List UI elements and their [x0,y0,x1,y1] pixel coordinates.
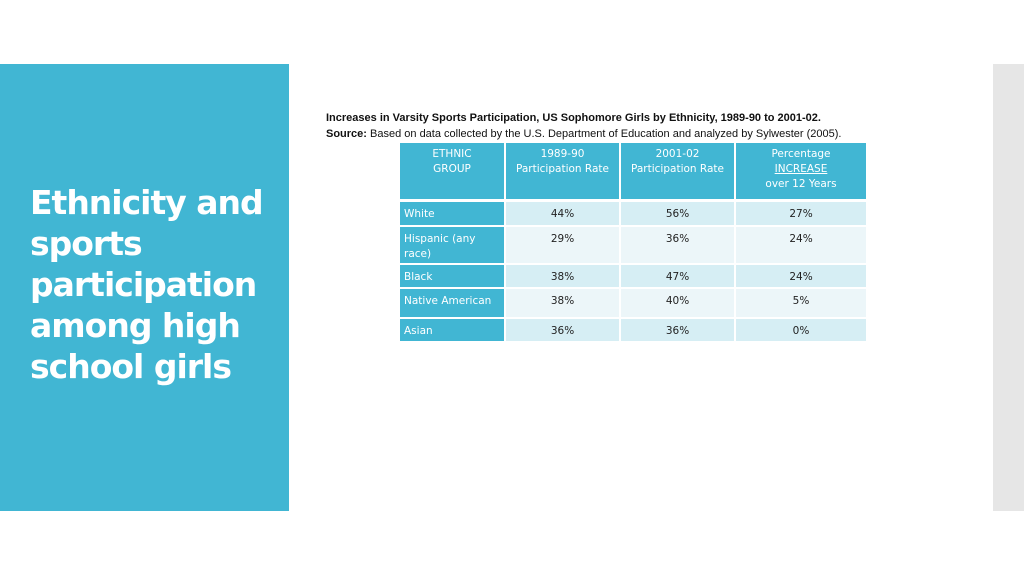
row-increase: 24% [735,263,866,289]
table-row: Native American 38% 40% 5% [400,287,866,319]
row-group: White [400,200,506,227]
caption-source: Source: Based on data collected by the U… [326,126,946,142]
row-group: Native American [400,287,506,319]
row-group: Hispanic (any race) [400,225,506,265]
participation-table: ETHNIC GROUP 1989-90 Participation Rate … [400,143,866,343]
row-2001-rate: 36% [620,225,736,265]
row-1989-rate: 29% [505,225,621,265]
table-row: Black 38% 47% 24% [400,263,866,289]
row-1989-rate: 44% [505,200,621,227]
row-group: Asian [400,317,506,343]
scrollbar[interactable] [993,64,1024,511]
row-1989-rate: 38% [505,287,621,319]
source-text: Based on data collected by the U.S. Depa… [366,128,842,140]
row-group: Black [400,263,506,289]
row-increase: 0% [735,317,866,343]
header-row: ETHNIC GROUP 1989-90 Participation Rate … [400,143,866,202]
table-caption: Increases in Varsity Sports Participatio… [326,110,946,142]
row-increase: 24% [735,225,866,265]
caption-title: Increases in Varsity Sports Participatio… [326,112,821,124]
header-1989-rate: 1989-90 Participation Rate [505,143,621,202]
row-increase: 27% [735,200,866,227]
row-1989-rate: 36% [505,317,621,343]
row-2001-rate: 47% [620,263,736,289]
row-2001-rate: 40% [620,287,736,319]
title-panel: Ethnicity and sports participation among… [0,64,289,511]
table-row: Hispanic (any race) 29% 36% 24% [400,225,866,265]
header-ethnic-group: ETHNIC GROUP [400,143,506,202]
header-2001-rate: 2001-02 Participation Rate [620,143,736,202]
slide-title: Ethnicity and sports participation among… [30,183,264,386]
row-increase: 5% [735,287,866,319]
row-2001-rate: 56% [620,200,736,227]
table-row: Asian 36% 36% 0% [400,317,866,343]
header-percentage-increase: Percentage INCREASE over 12 Years [735,143,866,202]
table-row: White 44% 56% 27% [400,200,866,227]
source-label: Source: [326,128,367,140]
row-1989-rate: 38% [505,263,621,289]
row-2001-rate: 36% [620,317,736,343]
